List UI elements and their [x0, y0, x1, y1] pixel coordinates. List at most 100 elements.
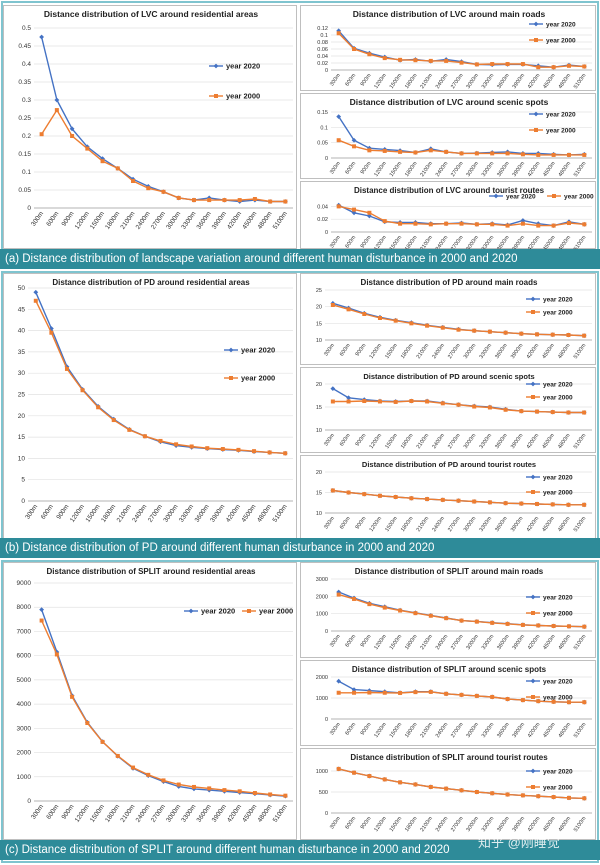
chart-pd-scenic-panel: Distance distribution of PD around sceni… — [300, 367, 596, 453]
y-tick-label: 10 — [316, 428, 322, 434]
chart-split-scenic-panel: Distance distribution of SPLIT around sc… — [300, 660, 596, 746]
point-2000 — [176, 782, 181, 787]
point-2000 — [459, 151, 464, 156]
x-tick-label: 3900m — [512, 72, 527, 90]
chart-title: Distance distribution of LVC around resi… — [44, 9, 259, 19]
legend-marker — [530, 594, 536, 600]
point-2000 — [207, 198, 212, 203]
point-2000 — [536, 223, 541, 228]
y-tick-label: 5 — [21, 477, 25, 484]
point-2020 — [54, 649, 60, 655]
point-2000 — [487, 500, 492, 505]
point-2000 — [382, 56, 387, 61]
y-tick-label: 500 — [319, 790, 328, 796]
point-2020 — [206, 195, 212, 201]
x-tick-label: 3000m — [466, 721, 481, 739]
x-tick-label: 900m — [61, 803, 76, 820]
x-tick-label: 1800m — [104, 210, 121, 230]
chart-lvc-tourist-panel: Distance distribution of LVC around tour… — [300, 181, 596, 250]
point-2020 — [39, 34, 45, 40]
x-tick-label: 4200m — [226, 210, 243, 230]
point-2000 — [425, 323, 430, 328]
point-2000 — [189, 444, 194, 449]
chart-lvc-tourist: Distance distribution of LVC around tour… — [317, 186, 594, 250]
point-2000 — [551, 623, 556, 628]
point-2000 — [425, 497, 430, 502]
legend-marker — [530, 381, 536, 387]
chart-lvc-scenic: Distance distribution of LVC around scen… — [317, 97, 592, 178]
point-2000 — [582, 410, 587, 415]
x-tick-label: 600m — [344, 72, 357, 87]
chart-pd-roads: Distance distribution of PD around main … — [316, 278, 592, 360]
x-tick-label: 2100m — [119, 210, 136, 230]
x-tick-label: 3000m — [466, 160, 481, 178]
point-2000 — [252, 791, 257, 796]
x-tick-label: 2100m — [119, 803, 136, 823]
x-tick-label: 3300m — [481, 72, 496, 90]
point-2020 — [100, 156, 105, 162]
point-2000 — [459, 692, 464, 697]
y-tick-label: 0 — [27, 798, 31, 805]
point-2000 — [535, 409, 540, 414]
x-tick-label: 1800m — [404, 633, 419, 651]
point-2000 — [174, 442, 179, 447]
point-2000 — [566, 333, 571, 337]
x-tick-label: 900m — [360, 633, 373, 648]
y-tick-label: 0 — [27, 205, 31, 212]
legend-label: year 2000 — [543, 695, 573, 702]
point-2000 — [33, 298, 38, 303]
x-tick-label: 3300m — [481, 633, 496, 651]
x-tick-label: 3000m — [463, 432, 478, 450]
x-tick-label: 300m — [329, 234, 342, 249]
x-tick-label: 1800m — [404, 721, 419, 739]
point-2000 — [367, 210, 372, 215]
chart-pd-tourist: Distance distribution of PD around touri… — [316, 460, 592, 533]
x-tick-label: 2400m — [435, 160, 450, 178]
point-2000 — [490, 694, 495, 699]
point-2000 — [566, 221, 571, 226]
point-2000 — [54, 108, 59, 113]
point-2000 — [39, 132, 44, 137]
point-2000 — [267, 450, 272, 455]
x-tick-label: 900m — [360, 234, 373, 249]
x-tick-label: 1500m — [389, 721, 404, 739]
point-2000 — [474, 790, 479, 794]
point-2000 — [459, 60, 464, 65]
y-tick-label: 15 — [18, 434, 26, 441]
x-tick-label: 2700m — [447, 515, 462, 533]
x-tick-label: 2400m — [435, 815, 450, 833]
point-2000 — [459, 618, 464, 623]
legend-label: year 2020 — [506, 194, 536, 201]
x-tick-label: 600m — [344, 234, 357, 249]
point-2000 — [505, 697, 510, 702]
y-tick-label: 0.4 — [22, 61, 31, 68]
x-tick-label: 5100m — [573, 633, 588, 651]
x-tick-label: 1500m — [384, 342, 399, 360]
point-2000 — [367, 690, 372, 695]
x-tick-label: 600m — [344, 721, 357, 736]
x-tick-label: 4800m — [256, 503, 273, 523]
y-tick-label: 25 — [18, 392, 26, 399]
point-2000 — [146, 772, 151, 777]
x-tick-label: 3600m — [496, 721, 511, 739]
point-2000 — [382, 777, 387, 782]
legend-label: year 2020 — [546, 22, 576, 29]
y-tick-label: 0.04 — [317, 204, 328, 210]
point-2000 — [362, 399, 367, 404]
chart-title: Distance distribution of LVC around scen… — [350, 97, 549, 107]
legend-marker — [534, 128, 538, 132]
x-tick-label: 1200m — [373, 633, 388, 651]
x-tick-label: 3900m — [512, 633, 527, 651]
x-tick-label: 3300m — [479, 342, 494, 360]
x-tick-label: 300m — [329, 815, 342, 830]
legend-marker — [533, 111, 539, 117]
point-2000 — [393, 495, 398, 500]
point-2000 — [520, 698, 525, 703]
point-2000 — [377, 493, 382, 498]
point-2000 — [428, 222, 433, 227]
point-2000 — [566, 410, 571, 415]
y-tick-label: 1000 — [316, 612, 328, 618]
point-2000 — [346, 399, 351, 404]
point-2000 — [330, 399, 335, 404]
